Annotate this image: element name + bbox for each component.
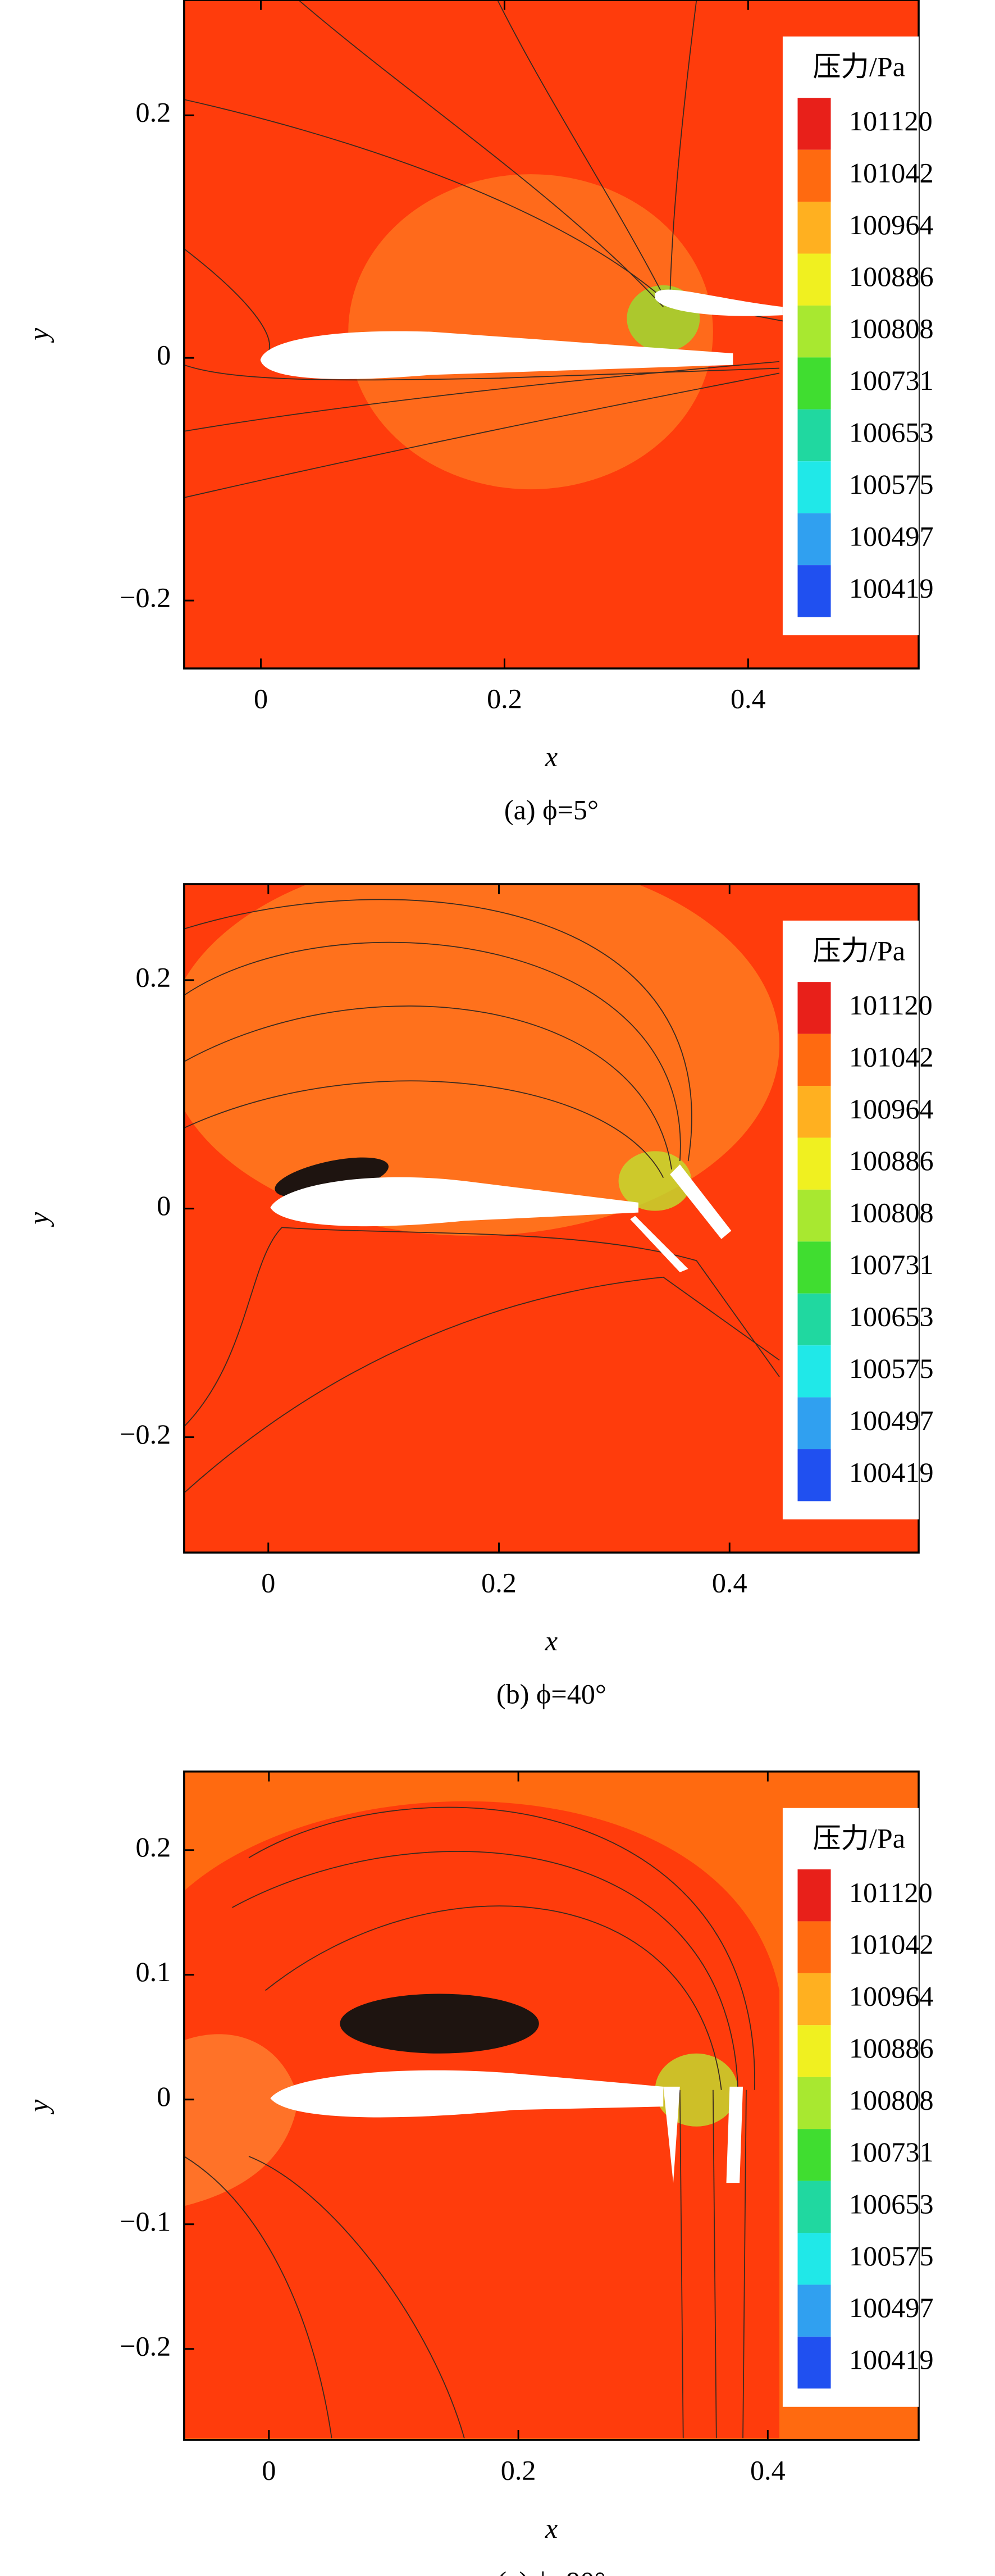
legend-label: 100419 (849, 1457, 934, 1488)
legend-swatch (797, 2077, 831, 2129)
legend-label: 100575 (849, 2240, 934, 2272)
x-axis-label: x (545, 1625, 558, 1656)
x-tick-label: 0 (261, 1567, 275, 1599)
x-tick-label: 0.2 (487, 683, 522, 714)
y-tick-label: 0 (157, 2081, 171, 2112)
y-axis-label: y (22, 327, 54, 343)
legend-label: 100419 (849, 572, 934, 604)
x-tick-label: 0 (262, 2454, 276, 2486)
legend-swatch (797, 461, 831, 513)
legend-swatch (797, 1921, 831, 1973)
legend-label: 100808 (849, 313, 934, 344)
legend-label: 101120 (849, 1877, 933, 1908)
caption: (c) ϕ=90° (497, 2565, 605, 2576)
legend-title: 压力/Pa (813, 1822, 905, 1854)
legend-title: 压力/Pa (813, 935, 905, 966)
y-tick-label: 0.2 (136, 97, 171, 128)
legend-swatch (797, 357, 831, 409)
legend-swatch (797, 513, 831, 566)
legend-label: 100497 (849, 1404, 934, 1436)
legend-swatch (797, 1869, 831, 1922)
legend-swatch (797, 305, 831, 358)
legend-label: 100731 (849, 365, 934, 396)
y-axis-label: y (22, 2099, 54, 2115)
legend-title: 压力/Pa (813, 51, 905, 83)
y-axis-label: y (22, 1212, 54, 1227)
legend-swatch (797, 1034, 831, 1086)
legend-swatch (797, 2233, 831, 2285)
legend-swatch (797, 1397, 831, 1450)
legend-swatch (797, 409, 831, 462)
legend-label: 100419 (849, 2344, 934, 2375)
y-tick-label: 0.2 (136, 1831, 171, 1863)
x-tick-label: 0 (254, 683, 268, 714)
legend-swatch (797, 149, 831, 202)
y-tick-label: −0.2 (120, 2330, 171, 2361)
legend-swatch (797, 98, 831, 150)
legend-label: 100886 (849, 2032, 934, 2064)
y-tick-label: 0.1 (136, 1956, 171, 1987)
legend-label: 100653 (849, 417, 934, 448)
legend-label: 100808 (849, 1197, 934, 1228)
legend-swatch (797, 253, 831, 306)
legend-label: 100497 (849, 2292, 934, 2323)
x-tick-label: 0.4 (750, 2454, 786, 2486)
caption: (a) ϕ=5° (504, 794, 599, 825)
legend-swatch (797, 1086, 831, 1138)
legend-label: 101042 (849, 1928, 934, 1960)
y-tick-label: 0 (157, 1190, 171, 1221)
legend-label: 101120 (849, 989, 933, 1021)
legend-swatch (797, 1137, 831, 1190)
legend-swatch (797, 1241, 831, 1294)
x-tick-label: 0.4 (712, 1567, 747, 1599)
legend-label: 100653 (849, 1300, 934, 1332)
x-tick-label: 0.2 (501, 2454, 536, 2486)
legend-swatch (797, 2181, 831, 2233)
legend-swatch (797, 2284, 831, 2337)
legend-label: 101042 (849, 1041, 934, 1072)
legend-label: 100731 (849, 2136, 934, 2168)
legend-swatch (797, 2025, 831, 2077)
legend-swatch (797, 1293, 831, 1346)
legend-label: 100808 (849, 2084, 934, 2115)
legend-swatch (797, 1973, 831, 2026)
legend-label: 101042 (849, 157, 934, 188)
legend-label: 100575 (849, 1353, 934, 1384)
legend-swatch (797, 565, 831, 617)
legend-label: 100964 (849, 209, 934, 240)
y-tick-label: −0.1 (120, 2205, 171, 2237)
legend-swatch (797, 2129, 831, 2181)
y-tick-label: −0.2 (120, 1418, 171, 1450)
legend-label: 100653 (849, 2188, 934, 2219)
x-axis-label: x (545, 2513, 558, 2544)
legend-swatch (797, 1189, 831, 1242)
caption: (b) ϕ=40° (496, 1678, 606, 1709)
legend-label: 100964 (849, 1093, 934, 1125)
x-tick-label: 0.4 (731, 683, 766, 714)
y-tick-label: 0.2 (136, 961, 171, 993)
legend-label: 100964 (849, 1981, 934, 2012)
legend-label: 101120 (849, 105, 933, 136)
x-tick-label: 0.2 (481, 1567, 517, 1599)
legend-label: 100497 (849, 520, 934, 552)
legend-swatch (797, 1345, 831, 1398)
legend-swatch (797, 202, 831, 254)
y-tick-label: 0 (157, 339, 171, 371)
legend-label: 100886 (849, 1145, 934, 1176)
y-tick-label: −0.2 (120, 582, 171, 613)
legend-swatch (797, 1449, 831, 1501)
x-axis-label: x (545, 741, 558, 772)
legend-label: 100731 (849, 1249, 934, 1280)
legend-swatch (797, 982, 831, 1034)
legend-label: 100886 (849, 261, 934, 292)
legend-swatch (797, 2336, 831, 2389)
legend-label: 100575 (849, 468, 934, 500)
